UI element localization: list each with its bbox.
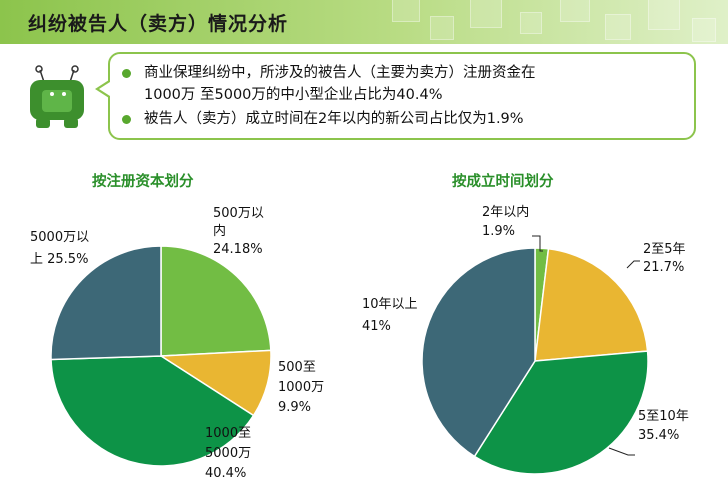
header-decoration	[692, 18, 716, 42]
slice-label: 5000万	[205, 446, 251, 461]
leader-line	[532, 235, 543, 252]
slice-label: 24.18%	[213, 242, 263, 257]
summary-bullet: 商业保理纠纷中，所涉及的被告人（主要为卖方）注册资金在 1000万 至5000万…	[122, 62, 536, 106]
slice-label: 41%	[362, 319, 391, 334]
header-decoration	[560, 0, 590, 22]
slice-label: 9.9%	[278, 400, 311, 415]
page-title: 纠纷被告人（卖方）情况分析	[28, 13, 289, 35]
pie-slice	[534, 247, 649, 362]
slice-label: 5至10年	[638, 409, 689, 424]
slice-label: 2年以内	[482, 204, 529, 220]
bullet-dot-icon	[122, 69, 131, 78]
slice-label: 1.9%	[482, 224, 515, 239]
chart-title-capital: 按注册资本划分	[92, 174, 194, 190]
header-decoration	[605, 14, 631, 40]
slice-label: 内	[213, 223, 226, 239]
summary-bullet: 被告人（卖方）成立时间在2年以内的新公司占比仅为1.9%	[122, 108, 524, 130]
slice-label: 500至	[278, 360, 316, 375]
summary-text-line: 1000万 至5000万的中小型企业占比为40.4%	[144, 87, 443, 103]
chart-title-age: 按成立时间划分	[452, 174, 554, 190]
header-decoration	[430, 16, 454, 40]
mascot-icon	[30, 65, 84, 128]
pie-slice	[421, 247, 536, 458]
summary-text-line: 被告人（卖方）成立时间在2年以内的新公司占比仅为1.9%	[144, 111, 524, 127]
slice-label: 上 25.5%	[30, 252, 88, 267]
leader-line	[626, 260, 640, 269]
bubble-tail-inner	[99, 82, 110, 96]
slice-label: 500万以	[213, 206, 264, 221]
summary-text-line: 商业保理纠纷中，所涉及的被告人（主要为卖方）注册资金在	[144, 65, 536, 81]
header-decoration	[648, 0, 680, 30]
leader-line	[608, 447, 635, 456]
slice-label: 1000万	[278, 380, 324, 395]
slice-label: 21.7%	[643, 260, 684, 275]
slice-label: 35.4%	[638, 428, 679, 443]
summary-bubble: 商业保理纠纷中，所涉及的被告人（主要为卖方）注册资金在 1000万 至5000万…	[108, 52, 696, 140]
pie-slice	[50, 355, 255, 467]
header-decoration	[470, 0, 502, 28]
pie-slice	[160, 245, 272, 357]
slice-label: 40.4%	[205, 466, 246, 481]
slice-label: 10年以上	[362, 297, 418, 312]
header-decoration	[520, 12, 542, 34]
header-bar: 纠纷被告人（卖方）情况分析	[0, 0, 728, 44]
pie-slice	[473, 350, 649, 475]
bullet-dot-icon	[122, 115, 131, 124]
slice-label: 1000至	[205, 426, 251, 441]
slice-label: 5000万以	[30, 230, 89, 245]
pie-slice	[50, 245, 162, 361]
slice-label: 2至5年	[643, 242, 686, 257]
header-decoration	[392, 0, 420, 22]
